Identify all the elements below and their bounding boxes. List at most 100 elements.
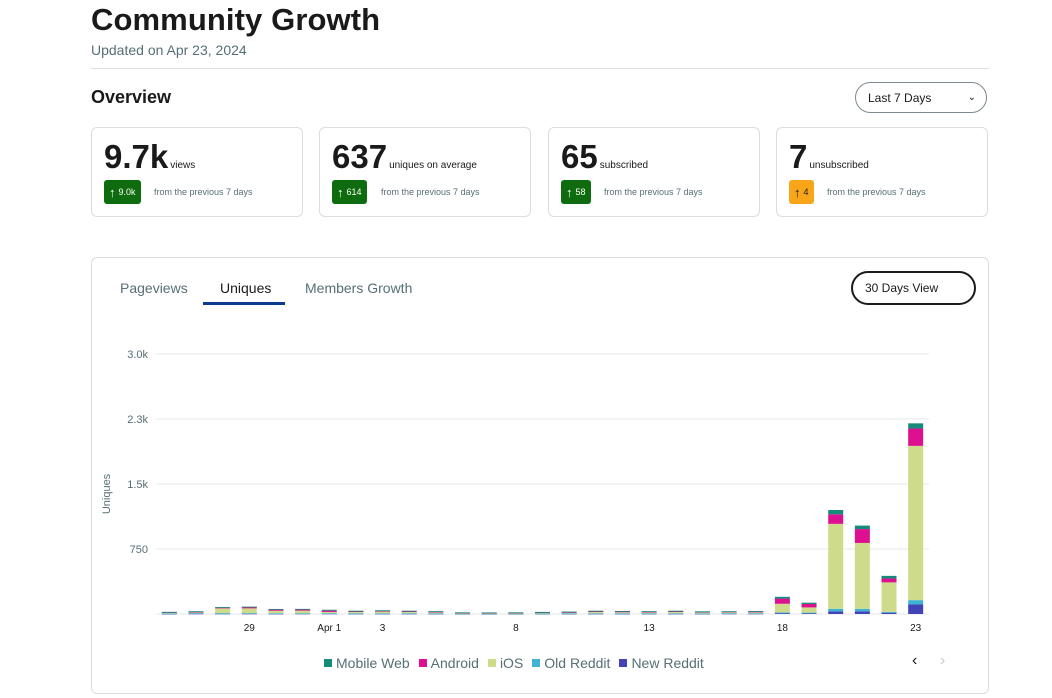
bar-segment <box>908 604 924 614</box>
bar-segment <box>748 613 764 615</box>
bar-segment <box>188 613 204 614</box>
divider <box>91 68 989 69</box>
x-tick-label: Apr 1 <box>317 623 341 634</box>
bar-segment <box>161 611 177 613</box>
bar-segment <box>375 610 391 612</box>
updated-date: Updated on Apr 23, 2024 <box>91 42 247 58</box>
tab-uniques[interactable]: Uniques <box>220 280 272 296</box>
bar-segment <box>215 607 231 608</box>
legend-item[interactable]: Mobile Web <box>324 655 410 671</box>
bar-segment <box>161 613 177 615</box>
bar-segment <box>801 602 817 604</box>
bar-segment <box>774 612 790 614</box>
bar-segment <box>428 612 444 614</box>
bar-segment <box>561 612 577 614</box>
bar-segment <box>535 611 550 613</box>
date-range-select[interactable]: Last 7 Days ⌄ <box>855 82 987 113</box>
bar-segment <box>161 612 177 614</box>
bar-segment <box>614 610 630 612</box>
bar-segment <box>321 609 337 611</box>
x-tick-label: 13 <box>644 623 656 634</box>
x-tick-label: 3 <box>380 623 386 634</box>
bar-segment <box>801 603 817 608</box>
stat-card-uniques: 637 uniques on average ↑ 614 from the prev… <box>319 127 531 217</box>
bar-segment <box>668 612 684 614</box>
stat-value: 9.7k <box>104 138 169 175</box>
bar-segment <box>588 610 604 612</box>
bar-segment <box>348 610 364 612</box>
bar-segment <box>401 613 417 615</box>
legend-item[interactable]: New Reddit <box>619 655 704 671</box>
chart-panel: Pageviews Uniques Members Growth 30 Days… <box>91 257 989 694</box>
bar-segment <box>721 611 737 613</box>
bar-segment <box>481 613 497 614</box>
bar-segment <box>881 582 897 612</box>
x-tick-label: 8 <box>513 623 519 634</box>
30-days-view-button[interactable]: 30 Days View <box>851 271 976 305</box>
bar-segment <box>748 611 764 612</box>
bar-segment <box>455 613 471 614</box>
bar-segment <box>641 611 657 612</box>
arrow-up-icon: ↑ <box>337 184 344 200</box>
bar-segment <box>748 612 764 614</box>
bar-segment <box>295 613 311 615</box>
y-tick-label: 750 <box>130 544 148 556</box>
y-tick-label: 2.3k <box>127 414 148 426</box>
y-tick-label: 1.5k <box>127 479 148 491</box>
bar-segment <box>375 611 391 614</box>
y-tick-label: 3.0k <box>127 349 148 361</box>
bar-segment <box>828 514 844 524</box>
bar-segment <box>774 596 790 599</box>
bar-segment <box>215 608 231 614</box>
chevron-left-icon[interactable]: ‹ <box>912 652 918 669</box>
stat-card-subscribed: 65 subscribed ↑ 58 from the previous 7 day… <box>548 127 760 217</box>
bar-segment <box>668 613 684 615</box>
bar-segment <box>241 606 257 608</box>
bar-segment <box>561 611 577 613</box>
bar-segment <box>535 612 550 614</box>
bar-segment <box>908 445 924 601</box>
bar-segment <box>694 613 710 615</box>
bar-segment <box>188 611 204 613</box>
bar-segment <box>881 611 897 613</box>
bar-segment <box>455 613 471 615</box>
stat-card-views: 9.7k views ↑ 9.0k from the previous 7 days <box>91 127 303 217</box>
bar-segment <box>268 610 284 614</box>
bar-segment <box>588 613 604 615</box>
bar-segment <box>801 612 817 614</box>
bar-segment <box>828 611 844 614</box>
bar-segment <box>908 428 924 446</box>
bar-segment <box>561 613 577 615</box>
tab-members-growth[interactable]: Members Growth <box>305 280 413 296</box>
uniques-chart: 750 1.5k 2.3k 3.0k Uniques 29 Apr 1 3 8 13 18 23 <box>101 349 929 634</box>
legend-item[interactable]: Old Reddit <box>532 655 610 671</box>
bar-segment <box>241 613 257 614</box>
tab-pageviews[interactable]: Pageviews <box>120 280 188 296</box>
bar-segment <box>428 613 444 615</box>
bar-segment <box>481 612 497 614</box>
bar-segment <box>668 610 684 612</box>
bar-segment <box>268 609 284 611</box>
bar-segment <box>188 611 204 613</box>
delta-note: from the previous 7 days <box>154 187 253 197</box>
legend-label: New Reddit <box>631 655 704 671</box>
bar-segment <box>295 609 311 611</box>
legend-item[interactable]: iOS <box>487 655 523 671</box>
legend-item[interactable]: Android <box>418 655 479 671</box>
y-axis-label: Uniques <box>101 473 113 514</box>
legend-swatch <box>487 659 496 667</box>
bar-segment <box>854 525 870 530</box>
stat-unit: uniques on average <box>389 160 477 171</box>
bar-segment <box>881 612 897 614</box>
bar-segment <box>241 608 257 614</box>
delta-badge: ↑ 4 <box>789 180 814 204</box>
stat-value: 7 <box>789 138 808 175</box>
x-tick-label: 18 <box>777 623 789 634</box>
bar-segment <box>854 542 870 609</box>
legend-label: Old Reddit <box>544 655 611 671</box>
chevron-right-icon[interactable]: › <box>940 652 946 669</box>
overview-heading: Overview <box>91 87 172 107</box>
bar-segment <box>641 612 657 614</box>
bar-segment <box>375 610 391 612</box>
bar-segment <box>588 612 604 614</box>
